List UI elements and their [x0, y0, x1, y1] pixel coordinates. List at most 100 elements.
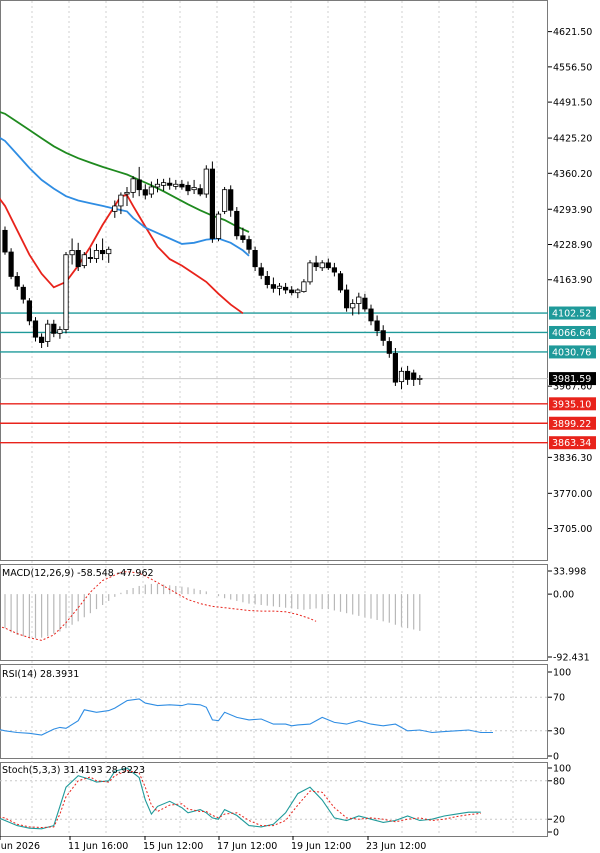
level-tag-label: 3863.34: [552, 438, 591, 449]
time-tick-label: 19 Jun 12:00: [291, 841, 351, 852]
time-tick-label: Jun 2026: [0, 841, 40, 852]
candle-body: [32, 320, 39, 338]
price-tick-label: 3770.00: [553, 489, 592, 500]
candle-body: [270, 284, 277, 289]
candle-body: [191, 187, 197, 191]
candle-body: [246, 239, 252, 250]
candle-body: [356, 296, 362, 304]
candles: [2, 161, 423, 390]
candle-body: [57, 329, 63, 334]
candle-body: [404, 370, 411, 380]
time-tick-label: 11 Jun 16:00: [68, 841, 128, 852]
price-tick-label: 3705.00: [553, 524, 592, 535]
candle-body: [69, 250, 75, 256]
candle-body: [130, 178, 136, 193]
candle-body: [228, 189, 234, 211]
rsi-tick-label: 0: [553, 752, 559, 763]
candle-body: [51, 323, 57, 334]
level-tag: [549, 345, 596, 359]
candle-body: [209, 168, 215, 239]
price-tick-label: 4228.90: [553, 240, 592, 251]
level-tag: [549, 397, 596, 411]
candle-body: [173, 183, 179, 187]
stoch-d-line: [0, 770, 481, 829]
time-tick-label: 15 Jun 12:00: [143, 841, 203, 852]
candle-body: [258, 267, 264, 276]
candle-body: [264, 276, 270, 285]
time-tick-label: 17 Jun 12:00: [217, 841, 277, 852]
candle-body: [240, 235, 246, 240]
price-tick-label: 3836.30: [553, 453, 592, 464]
candle-body: [337, 273, 344, 291]
candle-body: [148, 186, 154, 195]
candle-body: [160, 182, 167, 186]
stoch-tick-label: 20: [553, 815, 565, 826]
candle-body: [124, 191, 130, 195]
rsi-tick-label: 70: [553, 693, 565, 704]
candle-body: [136, 179, 142, 191]
candle-body: [417, 377, 423, 380]
price-tick-label: 4621.50: [553, 27, 592, 38]
candle-body: [167, 182, 173, 186]
macd-tick-label: 0.00: [553, 590, 574, 601]
macd-signal-line: [0, 571, 317, 641]
level-tag-label: 4030.76: [552, 347, 591, 358]
candle-body: [350, 303, 356, 309]
panel-frames: [0, 0, 548, 837]
candle-body: [26, 300, 33, 322]
macd-label: MACD(12,26,9) -58.548 -47.962: [2, 568, 154, 579]
candle-body: [87, 257, 93, 259]
candle-body: [154, 183, 161, 188]
candle-body: [319, 262, 325, 269]
stoch-label: Stoch(5,3,3) 31.4193 28.9223: [2, 765, 145, 776]
candle-body: [374, 320, 380, 332]
candle-body: [203, 168, 209, 195]
candle-body: [295, 289, 301, 294]
candle-body: [63, 254, 69, 330]
level-tag-label: 3899.22: [552, 419, 591, 430]
candle-body: [282, 286, 289, 291]
candle-body: [75, 250, 81, 268]
candle-body: [221, 189, 228, 212]
price-tick-label: 4425.20: [553, 134, 592, 145]
candle-body: [343, 289, 350, 309]
ma-line-2: [0, 136, 250, 257]
candle-body: [307, 262, 313, 283]
candle-body: [234, 210, 240, 237]
stoch-tick-label: 100: [553, 764, 571, 775]
candle-body: [185, 184, 191, 192]
macd-panel: [0, 571, 421, 641]
candle-body: [289, 289, 295, 294]
candle-body: [100, 250, 106, 255]
candle-body: [398, 370, 405, 383]
candle-body: [8, 251, 14, 277]
candle-body: [252, 250, 258, 268]
price-axis: 4621.50 4556.50 4491.50 4425.20 4360.20 4293.…: [548, 27, 592, 535]
candle-body: [118, 194, 124, 207]
candle-body: [331, 267, 338, 273]
price-tick-label: 4293.90: [553, 205, 592, 216]
rsi-tick-label: 100: [553, 668, 571, 679]
candle-body: [411, 372, 417, 380]
level-tag-label: 4066.64: [552, 328, 591, 339]
candle-body: [20, 286, 26, 300]
level-tags: 4102.52 4066.64 4030.76 3935.10 3899.22 3863.…: [549, 306, 596, 450]
time-tick-label: 23 Jun 12:00: [366, 841, 426, 852]
candle-body: [325, 262, 331, 269]
price-tick-label: 4556.50: [553, 62, 592, 73]
price-tick-label: 4491.50: [553, 98, 592, 109]
candle-body: [93, 250, 100, 259]
candle-body: [81, 254, 87, 266]
candle-body: [197, 188, 203, 195]
stoch-tick-label: 0: [553, 828, 559, 839]
price-tick-label: 4360.20: [553, 169, 592, 180]
candle-body: [386, 341, 392, 354]
candle-body: [14, 276, 20, 287]
price-levels: [0, 312, 548, 444]
current-price-label: 3981.59: [552, 374, 591, 385]
candle-body: [276, 285, 283, 289]
ma-line-3: [0, 111, 250, 233]
candle-body: [215, 213, 222, 239]
